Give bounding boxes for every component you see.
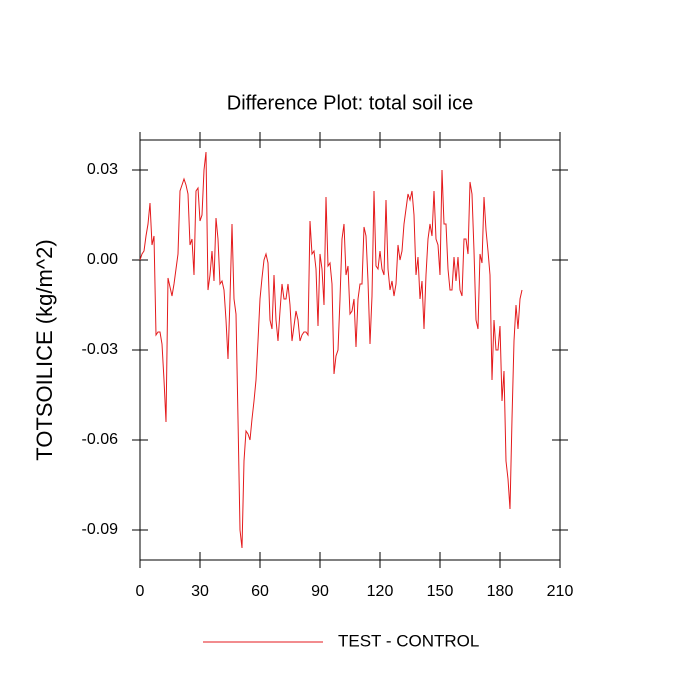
x-tick-label: 30 xyxy=(191,583,209,600)
x-tick-label: 90 xyxy=(311,583,329,600)
x-tick-label: 180 xyxy=(487,583,514,600)
chart-title: Difference Plot: total soil ice xyxy=(227,92,473,114)
y-tick-label: -0.09 xyxy=(82,521,119,538)
y-tick-label: 0.03 xyxy=(87,161,118,178)
y-tick-label: -0.06 xyxy=(82,431,119,448)
y-tick-label: 0.00 xyxy=(87,251,118,268)
y-axis-label: TOTSOILICE (kg/m^2) xyxy=(32,239,57,460)
x-tick-label: 120 xyxy=(367,583,394,600)
legend-label: TEST - CONTROL xyxy=(338,631,479,650)
x-tick-label: 0 xyxy=(136,583,145,600)
y-tick-label: -0.03 xyxy=(82,341,119,358)
x-tick-label: 150 xyxy=(427,583,454,600)
x-tick-label: 210 xyxy=(547,583,574,600)
x-tick-label: 60 xyxy=(251,583,269,600)
data-line xyxy=(139,151,523,549)
